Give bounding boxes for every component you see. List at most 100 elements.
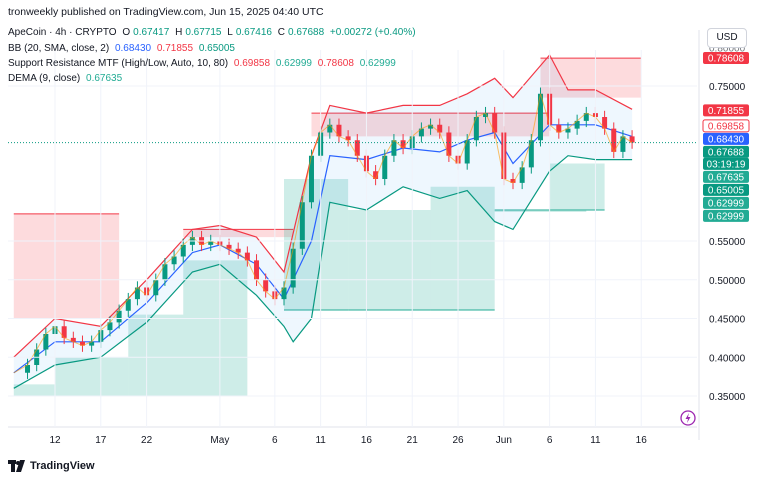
candle-body (25, 365, 31, 373)
dema-legend[interactable]: DEMA (9, close) 0.67635 (8, 73, 125, 84)
price-tick-label: 0.55000 (709, 237, 746, 248)
price-label-box (703, 183, 749, 196)
symbol-name: ApeCoin · 4h · CRYPTO (8, 27, 117, 38)
bb-upper-value: 0.71855 (156, 43, 194, 54)
candle-body (446, 132, 452, 156)
candle-body (116, 310, 122, 323)
price-tick-label-top: 0.80000 (709, 43, 746, 54)
candle-body (574, 120, 580, 129)
time-tick-label: 12 (49, 435, 61, 446)
time-tick-label: 21 (407, 435, 419, 446)
ohlc-close: 0.67688 (287, 27, 325, 38)
candle-body (254, 260, 260, 280)
bb-lower-value: 0.65005 (198, 43, 235, 54)
bb-label: BB (20, SMA, close, 2) (8, 43, 110, 54)
candle-body (354, 140, 360, 156)
time-tick-label: May (210, 435, 229, 446)
support-zone-2 (128, 314, 184, 396)
time-tick-label: 6 (272, 435, 278, 446)
candle-body (400, 140, 406, 148)
currency-button[interactable]: USD (707, 28, 747, 48)
candle-body (629, 136, 635, 143)
time-tick-label: 17 (95, 435, 107, 446)
candle-body (437, 124, 443, 133)
candle-body (345, 136, 351, 141)
price-label-text: 0.65005 (708, 185, 745, 196)
ohlc-o-label: O (122, 27, 131, 38)
ohlc-l-label: L (227, 27, 233, 38)
ohlc-c-label: C (277, 27, 285, 38)
candle-body (428, 124, 434, 129)
price-label-box (703, 209, 749, 222)
candle-body (373, 171, 379, 179)
candle-body (208, 241, 214, 245)
time-axis[interactable]: 12 17 22 May 6 11 16 21 26 Jun 6 11 16 (8, 50, 697, 446)
ohlc-h-label: H (175, 27, 183, 38)
price-label-box (703, 52, 749, 65)
candle-body (483, 113, 489, 117)
candle-body (235, 248, 241, 253)
price-label-box (703, 196, 749, 209)
candle-body (382, 155, 388, 179)
candle-body (79, 341, 85, 346)
candle-body (153, 279, 159, 296)
price-label-text: 0.69858 (708, 121, 745, 132)
price-label-text: 0.62999 (708, 198, 745, 209)
price-label-text: 0.67635 (708, 172, 745, 183)
dema-label: DEMA (9, close) (8, 73, 81, 84)
countdown-box (703, 157, 749, 170)
candle-body (281, 287, 287, 300)
support-zone-8 (549, 163, 605, 210)
candle-body (89, 341, 95, 346)
candle-body (134, 287, 140, 300)
price-label-text: 0.68430 (708, 134, 745, 145)
support-zone-1 (55, 357, 129, 396)
time-tick-label: 22 (141, 435, 153, 446)
brand-name: TradingView (30, 460, 95, 472)
candle-body (70, 337, 76, 342)
price-tick-label: 0.50000 (709, 276, 746, 287)
candle-body (583, 113, 589, 121)
dema-line (13, 93, 633, 374)
candle-body (391, 140, 397, 156)
candle-body (418, 128, 424, 137)
resistance-zone-1 (183, 229, 294, 238)
tradingview-logo[interactable]: TradingView (8, 460, 95, 472)
bb-lower-line (13, 155, 633, 389)
candle-body (473, 117, 479, 141)
candle-body (528, 140, 534, 168)
candle-body (327, 124, 333, 133)
time-tick-label: 16 (361, 435, 373, 446)
candle-body (308, 155, 314, 203)
candle-body (226, 244, 232, 249)
ohlc-high: 0.67715 (185, 27, 222, 38)
price-axis-labels: 0.78608 0.71855 0.69858 0.68430 0.6768803:19… (702, 52, 750, 222)
ohlc-low: 0.67416 (235, 27, 272, 38)
lightning-icon[interactable] (680, 410, 696, 426)
candle-body (336, 124, 342, 137)
candle-body (510, 179, 516, 183)
candle-body (244, 252, 250, 261)
price-tick-label: 0.75000 (709, 82, 746, 93)
price-tick-label: 0.45000 (709, 315, 746, 326)
candle-body (620, 136, 626, 152)
bb-legend[interactable]: BB (20, SMA, close, 2) 0.68430 0.71855 0… (8, 43, 238, 54)
support-zone-0 (13, 384, 56, 396)
resistance-zone-3 (540, 58, 642, 98)
price-axis[interactable]: 0.35000 0.40000 0.45000 0.50000 0.55000 0.750… (8, 30, 746, 440)
support-zone-7 (494, 210, 587, 212)
candle-body (61, 326, 67, 338)
sr-value-3: 0.78608 (317, 58, 354, 69)
candle-body (556, 124, 562, 133)
time-tick-label: 26 (452, 435, 464, 446)
candle-body (565, 128, 571, 133)
support-zone-5 (348, 210, 431, 310)
time-tick-label: 11 (315, 435, 326, 446)
candle-body (180, 244, 186, 257)
sr-value-4: 0.62999 (359, 58, 396, 69)
sr-value-1: 0.69858 (233, 58, 271, 69)
sr-legend[interactable]: Support Resistance MTF (High/Low, Auto, … (8, 58, 399, 69)
candle-body (602, 117, 608, 129)
candle-body (290, 248, 296, 288)
